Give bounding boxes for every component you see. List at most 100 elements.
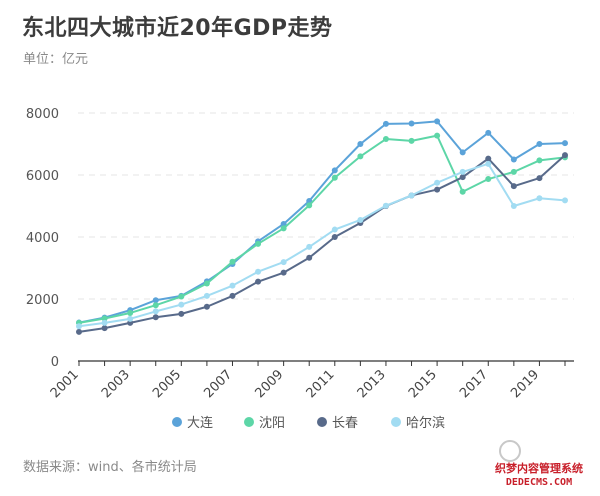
data-point <box>331 167 338 174</box>
data-point <box>306 202 313 209</box>
series-line <box>78 134 566 324</box>
x-tick-label: 2015 <box>406 367 440 401</box>
data-point <box>510 183 517 190</box>
watermark-en-text: DEDECMS.COM <box>505 477 573 488</box>
data-point <box>229 282 236 289</box>
data-point <box>331 226 338 233</box>
data-point <box>408 137 415 144</box>
x-tick-label: 2005 <box>150 367 184 401</box>
x-tick-label: 2007 <box>201 367 235 401</box>
y-axis-ticks: 0 2000 4000 6000 8000 <box>26 107 59 370</box>
data-point <box>76 323 82 330</box>
data-point <box>459 188 466 195</box>
y-tick-label: 8000 <box>26 107 59 122</box>
y-tick-label: 2000 <box>26 293 59 308</box>
legend-label: 沈阳 <box>259 416 285 431</box>
data-point <box>408 192 415 199</box>
x-tick-label: 2009 <box>252 367 286 401</box>
data-point <box>101 319 108 326</box>
data-point <box>536 141 543 147</box>
series-lines <box>76 118 568 335</box>
data-point <box>152 308 159 315</box>
data-point <box>280 225 287 232</box>
data-point <box>562 197 568 204</box>
data-point <box>510 168 517 175</box>
data-point <box>434 132 441 139</box>
legend-label: 哈尔滨 <box>406 415 445 431</box>
data-point <box>357 141 364 147</box>
x-tick-label: 2011 <box>304 367 338 401</box>
legend-marker <box>391 417 401 427</box>
data-point <box>536 195 543 202</box>
y-tick-label: 0 <box>51 355 59 370</box>
legend: 大连 沈阳 长春 哈尔滨 <box>172 415 445 431</box>
data-point <box>178 293 185 300</box>
data-point <box>357 153 364 160</box>
data-point <box>331 174 338 181</box>
data-point <box>152 302 159 309</box>
data-point <box>562 152 568 159</box>
data-point <box>459 174 466 181</box>
data-point <box>485 160 492 167</box>
data-point <box>382 136 389 143</box>
data-point <box>382 202 389 209</box>
data-point <box>152 314 159 321</box>
data-point <box>434 186 441 193</box>
data-point <box>434 179 441 186</box>
data-point <box>510 156 517 163</box>
data-point <box>255 278 262 285</box>
data-point <box>536 175 543 182</box>
data-point <box>203 292 210 299</box>
data-point <box>280 220 287 227</box>
data-point <box>434 118 441 125</box>
legend-label: 大连 <box>187 415 213 431</box>
data-point <box>178 310 185 317</box>
series-line <box>78 154 566 333</box>
data-point <box>152 297 159 304</box>
data-point <box>536 157 543 164</box>
data-point <box>229 258 236 265</box>
data-point <box>255 240 262 247</box>
data-point <box>331 234 338 240</box>
watermark-cn-text: 织梦内容管理系统 <box>495 462 583 475</box>
data-point <box>101 315 108 322</box>
data-point <box>127 315 134 322</box>
x-tick-label: 2017 <box>457 367 491 401</box>
x-tick-label: 2003 <box>99 367 133 401</box>
legend-marker <box>172 417 182 427</box>
data-point <box>459 149 466 156</box>
data-point <box>280 269 287 276</box>
data-point <box>382 120 389 127</box>
x-tick-label: 2001 <box>48 367 82 401</box>
data-point <box>76 328 82 335</box>
x-axis: 2001 2003 2005 2007 2009 2011 2013 2015 2017 2019 <box>48 360 574 401</box>
data-point <box>280 259 287 266</box>
data-point <box>459 168 466 175</box>
data-point <box>178 301 185 308</box>
data-point <box>127 309 134 316</box>
x-tick-label: 2019 <box>508 367 542 401</box>
grid-lines <box>78 112 574 300</box>
x-tick-label: 2013 <box>355 367 389 401</box>
data-point <box>408 120 415 127</box>
series-line <box>78 162 566 328</box>
data-point <box>255 268 262 275</box>
y-tick-label: 6000 <box>26 169 59 184</box>
data-point <box>485 155 492 162</box>
data-point <box>306 254 313 261</box>
series-line <box>78 120 566 324</box>
chart-unit-label: 单位：亿元 <box>23 52 89 67</box>
watermark: 织梦内容管理系统 DEDECMS.COM <box>484 462 594 490</box>
data-point <box>485 176 492 183</box>
data-point <box>203 280 210 287</box>
watermark-logo <box>499 440 521 462</box>
legend-label: 长春 <box>332 416 358 431</box>
data-point <box>229 292 236 299</box>
data-point <box>203 303 210 310</box>
data-point <box>357 216 364 223</box>
legend-marker <box>244 417 254 427</box>
data-point <box>306 243 313 250</box>
legend-marker <box>317 417 327 427</box>
data-point <box>562 140 568 147</box>
